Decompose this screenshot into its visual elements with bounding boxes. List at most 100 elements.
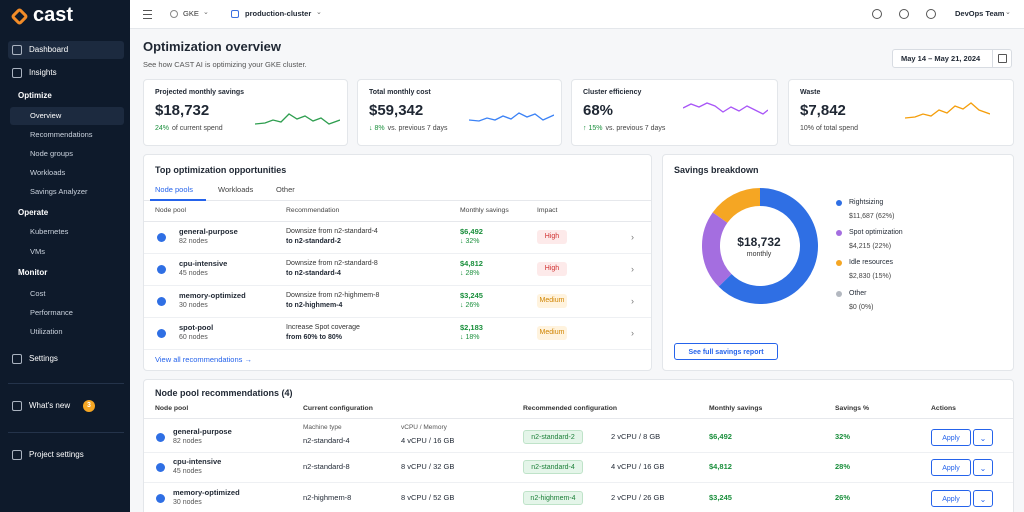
provider-icon — [170, 10, 178, 18]
metric-note: vs. previous 7 days — [605, 125, 666, 132]
metric-note: vs. previous 7 days — [387, 125, 448, 132]
metric-change: ↑ 15% — [583, 125, 603, 132]
impact-badge: High — [537, 230, 567, 244]
legend-dot — [836, 291, 842, 297]
recommendation: Downsize from n2-standard-4 — [286, 228, 378, 235]
nav-item[interactable]: Cost — [30, 289, 46, 298]
row-chevron[interactable]: › — [631, 296, 634, 306]
sparkline — [255, 113, 340, 125]
top-icon[interactable] — [872, 9, 882, 19]
dropdown-button[interactable]: ⌄ — [973, 459, 993, 476]
top-icon[interactable] — [926, 9, 936, 19]
row-chevron[interactable]: › — [631, 264, 634, 274]
savings-change: ↓ 28% — [460, 270, 480, 277]
nav-item[interactable]: Utilization — [30, 327, 63, 336]
nav-active — [10, 107, 124, 125]
nav-icon — [12, 45, 22, 55]
row-chevron[interactable]: › — [631, 232, 634, 242]
nav-item[interactable]: Recommendations — [30, 130, 93, 139]
user[interactable]: DevOps Team — [955, 9, 1005, 18]
panel-title: Top optimization opportunities — [155, 165, 287, 175]
link[interactable]: View all recommendations → — [155, 355, 252, 364]
metric-card — [571, 79, 778, 146]
savings-percent: 26% — [835, 493, 851, 502]
nav-section: Monitor — [18, 268, 48, 277]
nav-icon — [12, 68, 22, 78]
dropdown-button[interactable]: ⌄ — [973, 490, 993, 507]
cluster[interactable]: production-cluster — [245, 9, 312, 18]
recommendation: Increase Spot coverage — [286, 324, 360, 331]
recommended-machine: n2-standard-4 — [523, 460, 583, 474]
date-picker[interactable] — [892, 49, 1012, 68]
metric-label: Waste — [800, 89, 821, 96]
nav-item[interactable]: Savings Analyzer — [30, 187, 88, 196]
tab[interactable]: Workloads — [218, 185, 254, 194]
provider[interactable]: GKE — [183, 9, 199, 18]
nav-item[interactable]: Overview — [30, 111, 62, 120]
nav-section: Operate — [18, 208, 49, 217]
divider — [144, 285, 651, 286]
column-header: Impact — [537, 207, 558, 214]
savings: $6,492 — [460, 227, 483, 236]
page-subtitle: See how CAST AI is optimizing your GKE c… — [143, 60, 307, 69]
savings: $4,812 — [709, 462, 732, 471]
column-header: Monthly savings — [460, 207, 509, 214]
legend-name: Idle resources — [849, 259, 893, 266]
button[interactable]: See full savings report — [674, 343, 778, 360]
nav-item[interactable]: Node groups — [30, 149, 73, 158]
logo: cast — [33, 4, 74, 26]
chevron: ⌄ — [1005, 9, 1011, 16]
divider — [144, 317, 651, 318]
pool-icon — [156, 463, 165, 472]
column-header: Savings % — [835, 405, 869, 412]
savings-change: ↓ 32% — [460, 238, 480, 245]
nav-icon — [12, 354, 22, 364]
nav-item[interactable]: Dashboard — [29, 45, 69, 54]
nav-item[interactable]: Settings — [29, 354, 58, 363]
metric-note: 10% of total spend — [800, 125, 858, 132]
pool-icon — [156, 433, 165, 442]
row-chevron[interactable]: › — [631, 328, 634, 338]
nav-item[interactable]: Performance — [30, 308, 73, 317]
nav-item[interactable]: Workloads — [30, 168, 66, 177]
current-resources: 8 vCPU / 52 GB — [401, 493, 455, 502]
nav-item[interactable]: Insights — [29, 68, 57, 77]
divider — [8, 432, 124, 433]
legend-name: Rightsizing — [849, 199, 884, 206]
menu-icon — [143, 14, 152, 16]
divider — [144, 253, 651, 254]
nav-item[interactable]: Kubernetes — [30, 227, 69, 236]
nav-item[interactable]: Project settings — [29, 450, 84, 459]
dropdown-button[interactable]: ⌄ — [973, 429, 993, 446]
page-title: Optimization overview — [143, 39, 281, 54]
savings-percent: 32% — [835, 432, 851, 441]
column-header: Current configuration — [303, 405, 373, 412]
tab[interactable]: Other — [276, 185, 295, 194]
nav-item[interactable]: What's new — [29, 401, 71, 410]
legend-value: $11,687 (62%) — [849, 213, 895, 220]
nav-section: Optimize — [18, 91, 52, 100]
pool-name: memory-optimized — [173, 488, 240, 497]
apply-button[interactable]: Apply — [931, 459, 971, 476]
nav-active — [8, 41, 124, 59]
apply-button[interactable]: Apply — [931, 490, 971, 507]
tab-underline — [150, 199, 206, 201]
recommended-resources: 4 vCPU / 16 GB — [611, 462, 665, 471]
legend-dot — [836, 200, 842, 206]
metric-card — [357, 79, 562, 146]
panel — [143, 379, 1014, 512]
pool-nodes: 45 nodes — [173, 468, 202, 475]
pool-nodes: 82 nodes — [179, 238, 208, 245]
nav-item[interactable]: VMs — [30, 247, 45, 256]
apply-button[interactable]: Apply — [931, 429, 971, 446]
donut-chart — [702, 188, 818, 304]
impact-badge: Medium — [537, 294, 567, 308]
savings: $3,245 — [460, 291, 483, 300]
current-machine: n2-highmem-8 — [303, 493, 352, 502]
divider — [144, 200, 651, 201]
recommended-resources: 2 vCPU / 26 GB — [611, 493, 665, 502]
top-icon[interactable] — [899, 9, 909, 19]
impact-badge: Medium — [537, 326, 567, 340]
recommendation-target: to n2-standard-4 — [286, 270, 341, 277]
tab[interactable]: Node pools — [155, 185, 193, 194]
